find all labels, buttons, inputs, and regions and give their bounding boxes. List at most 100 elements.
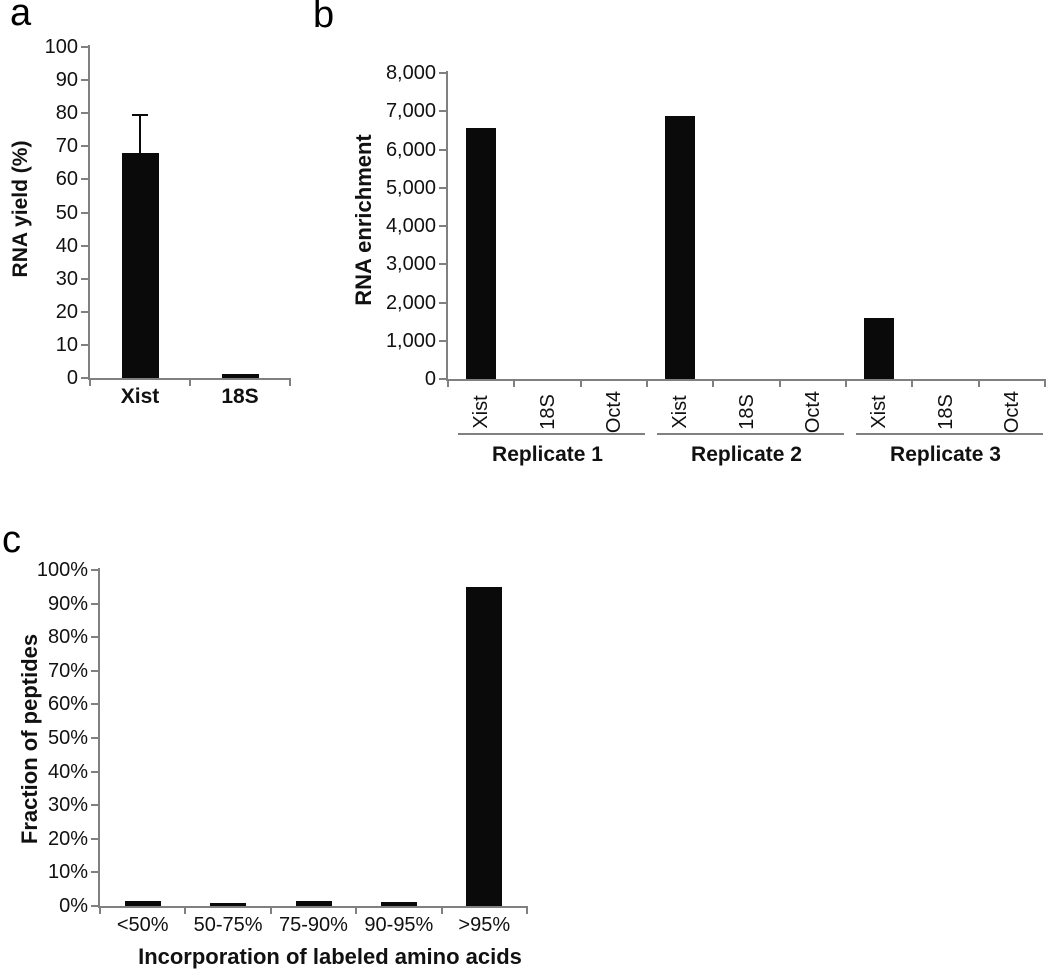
y-tick-label: 90 [55,69,78,92]
y-tick-label: 8,000 [385,62,436,84]
group-underline [657,433,844,435]
y-tick [439,301,446,304]
x-tick-label: Xist [868,395,891,429]
group-underline [856,433,1043,435]
y-tick-label: 40% [47,760,88,783]
y-tick [91,770,98,773]
error-bar [139,114,141,153]
x-axis-line [446,379,1045,381]
x-tick [526,906,528,914]
y-tick [439,72,446,74]
y-tick [81,46,88,48]
x-tick [911,379,914,387]
y-axis-line [98,568,100,906]
error-bar-cap [132,113,148,116]
panel-b: b RNA enrichment 0 1,000 2,000 3,000 4,000 5,… [300,0,1050,490]
x-tick [99,906,101,914]
y-tick-label: 0% [59,895,88,917]
y-tick [91,636,98,639]
x-tick-label: Xist [470,395,493,429]
bar [210,903,247,906]
y-tick [91,569,98,571]
x-tick [579,379,582,387]
y-tick-label: 0 [424,368,436,390]
y-tick-label: 50% [47,727,88,749]
bar [121,152,159,378]
x-tick [269,906,272,914]
y-tick-label: 50 [55,201,78,224]
y-tick-label: 0 [66,367,78,389]
y-tick-label: 5,000 [385,176,436,199]
y-tick-label: 7,000 [385,100,436,123]
y-tick [81,377,88,379]
panel-a: a RNA yield (%) 0 10 20 30 40 50 60 70 80 90 100 Xi… [0,0,300,440]
y-tick [91,804,98,807]
y-tick-label: 60 [55,168,78,191]
x-tick [778,379,781,387]
y-tick [91,905,98,907]
x-tick [712,379,715,387]
y-tick-label: 100 [44,36,78,58]
y-tick [81,244,88,247]
bar [466,586,503,906]
bar [665,116,696,379]
bar [221,374,259,378]
panel-c: c Fraction of peptides Incorporation of … [0,519,600,976]
y-tick [81,145,88,148]
y-tick-label: 10% [47,861,88,884]
x-axis-title-c: Incorporation of labeled amino acids [138,944,522,969]
x-tick [845,379,847,387]
x-tick [1044,379,1046,387]
y-tick-label: 80 [55,102,78,125]
x-tick-label: 18S [934,394,957,430]
y-axis-line [446,71,448,379]
y-tick [439,339,446,342]
y-tick [81,343,88,346]
y-tick [439,378,446,380]
x-tick-label: 90-95% [364,914,434,936]
x-tick [184,906,187,914]
x-tick [289,378,291,386]
y-tick-label: 60% [47,693,88,716]
x-tick [189,378,191,386]
y-tick-label: 40 [55,234,78,257]
y-tick [439,110,446,113]
bar [864,317,895,379]
group-underline [458,433,645,435]
y-tick-label: 70% [47,659,88,682]
bar [380,901,417,906]
y-tick [81,310,88,313]
y-tick [91,837,98,840]
x-tick-label: 50-75% [193,914,263,936]
y-tick-label: 20% [47,827,88,850]
y-tick [91,703,98,706]
group-label: Replicate 3 [890,443,1001,466]
bar [124,900,161,906]
y-tick [81,211,88,214]
x-tick [355,906,358,914]
x-tick-label: <50% [116,914,169,936]
y-tick [439,225,446,227]
y-tick [91,669,98,672]
y-tick [81,112,88,115]
x-tick-label: Xist [669,395,692,429]
group-label: Replicate 1 [492,443,603,466]
y-tick-label: 100% [36,559,88,581]
group-label: Replicate 2 [691,443,802,466]
y-tick [91,602,98,605]
y-tick [81,79,88,82]
x-tick-label: Oct4 [801,390,824,434]
bar [295,900,332,906]
y-tick-label: 1,000 [385,329,436,352]
panel-letter-a: a [10,0,32,34]
x-tick-label: 75-90% [279,914,348,936]
y-tick-label: 90% [47,592,88,615]
y-tick [81,178,88,181]
x-tick [977,379,980,387]
y-axis-line [88,45,90,378]
panel-letter-c: c [2,519,21,561]
x-tick-label: 18S [536,394,559,430]
bar [466,128,497,379]
y-tick [91,871,98,874]
y-tick-label: 6,000 [385,138,436,161]
